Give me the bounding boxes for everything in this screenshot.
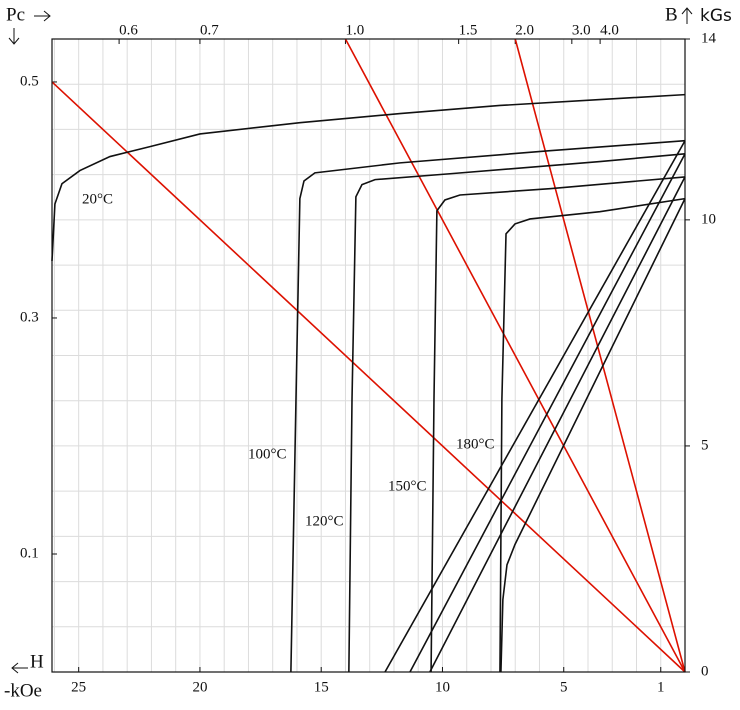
normal-curve [500, 198, 686, 673]
y-tick-label: 0 [701, 663, 709, 679]
x-tick-label: 10 [435, 679, 450, 695]
pc-tick-label: 3.0 [572, 22, 591, 38]
x-axis-unit: -kOe [4, 680, 42, 701]
load-line [51, 81, 686, 673]
x-tick-label: 20 [192, 679, 207, 695]
demag-curve [348, 153, 686, 673]
x-tick-label: 25 [71, 679, 86, 695]
normal-curve [384, 140, 686, 673]
x-axis-label: H [30, 651, 44, 672]
plot-border [51, 38, 686, 673]
x-tick-label: 5 [560, 679, 568, 695]
load-line [514, 38, 686, 673]
pc-tick-label: 0.5 [20, 73, 39, 89]
curve-label: 180°C [456, 436, 495, 452]
normal-curve [409, 153, 686, 673]
load-line [344, 38, 686, 673]
arrow-right [34, 10, 51, 22]
curve-label: 20°C [82, 191, 113, 207]
arrow-up [681, 7, 693, 24]
normal-curve [429, 176, 686, 673]
pc-tick-label: 0.1 [20, 545, 39, 561]
demag-curve [51, 93, 686, 262]
y-axis-label: B [665, 4, 678, 25]
curve-label: 150°C [388, 478, 427, 494]
pc-tick-label: 0.7 [200, 22, 219, 38]
demag-curve [499, 197, 686, 673]
pc-tick-label: 1.0 [345, 22, 364, 38]
curve-label: 120°C [305, 513, 344, 529]
y-tick-label: 14 [701, 30, 717, 46]
pc-axis-label: Pc [6, 4, 25, 25]
marks [51, 38, 690, 673]
arrow-down [8, 28, 20, 45]
pc-tick-label: 0.3 [20, 309, 39, 325]
grid [52, 39, 685, 672]
pc-tick-label: 2.0 [515, 22, 534, 38]
pc-tick-label: 0.6 [119, 22, 138, 38]
x-tick-label: 15 [314, 679, 329, 695]
pc-tick-label: 4.0 [600, 22, 619, 38]
pc-tick-label: 1.5 [459, 22, 478, 38]
curve-label: 100°C [248, 446, 287, 462]
demag-curve [290, 139, 686, 673]
demag-curve [430, 176, 686, 673]
y-tick-label: 10 [701, 211, 716, 227]
y-tick-label: 5 [701, 437, 709, 453]
arrow-left [11, 662, 28, 674]
x-tick-label: 1 [657, 679, 665, 695]
y-axis-unit: kGs [700, 6, 732, 26]
